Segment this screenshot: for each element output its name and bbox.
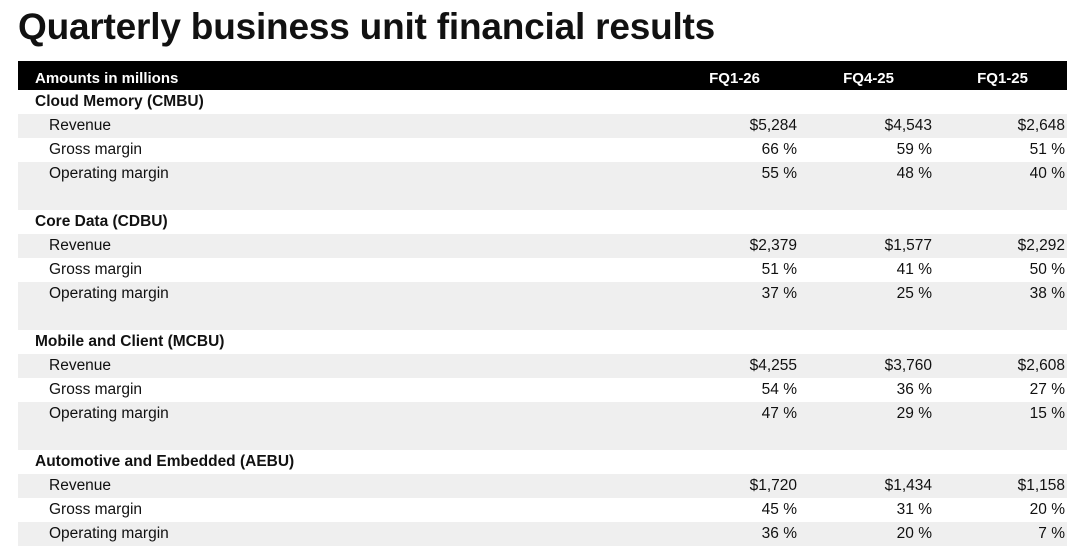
table-header: Amounts in millions FQ1-26 FQ4-25 FQ1-25 bbox=[18, 61, 1067, 90]
metric-value: 50 % bbox=[1029, 261, 1065, 278]
column-header: FQ1-25 bbox=[977, 70, 1028, 87]
metric-value: 45 % bbox=[761, 501, 797, 518]
metric-value: 31 % bbox=[896, 501, 932, 518]
metric-value: 38 % bbox=[1029, 285, 1065, 302]
section-title: Mobile and Client (MCBU) bbox=[35, 333, 225, 350]
metric-value: 47 % bbox=[761, 405, 797, 422]
metric-value: $5,284 bbox=[749, 117, 797, 134]
metric-value: 29 % bbox=[896, 405, 932, 422]
metric-value: $1,434 bbox=[884, 477, 932, 494]
table-row: Revenue $5,284 $4,543 $2,648 bbox=[18, 114, 1067, 138]
metric-value: $4,255 bbox=[749, 357, 797, 374]
table-row: Revenue $4,255 $3,760 $2,608 bbox=[18, 354, 1067, 378]
metric-value: 51 % bbox=[761, 261, 797, 278]
column-header: FQ4-25 bbox=[843, 70, 894, 87]
metric-label: Gross margin bbox=[49, 501, 143, 518]
metric-label: Operating margin bbox=[49, 405, 169, 422]
section-header-row: Cloud Memory (CMBU) bbox=[18, 90, 1067, 114]
metric-label: Operating margin bbox=[49, 525, 169, 542]
metric-label: Revenue bbox=[49, 237, 112, 254]
metric-value: 7 % bbox=[1038, 525, 1065, 542]
table-row: Operating margin 37 % 25 % 38 % bbox=[18, 282, 1067, 306]
metric-value: 37 % bbox=[761, 285, 797, 302]
section-header-row: Automotive and Embedded (AEBU) bbox=[18, 450, 1067, 474]
metric-value: 15 % bbox=[1029, 405, 1065, 422]
metric-label: Revenue bbox=[49, 477, 112, 494]
metric-label: Revenue bbox=[49, 117, 112, 134]
metric-value: $1,158 bbox=[1017, 477, 1065, 494]
metric-value: 54 % bbox=[761, 381, 797, 398]
metric-value: 51 % bbox=[1029, 141, 1065, 158]
metric-value: 36 % bbox=[761, 525, 797, 542]
section-title: Automotive and Embedded (AEBU) bbox=[35, 453, 295, 470]
metric-value: $2,379 bbox=[749, 237, 797, 254]
table-row: Revenue $1,720 $1,434 $1,158 bbox=[18, 474, 1067, 498]
financial-results-table: Amounts in millions FQ1-26 FQ4-25 FQ1-25… bbox=[18, 61, 1067, 546]
section-spacer bbox=[18, 426, 1067, 450]
table-row: Gross margin 45 % 31 % 20 % bbox=[18, 498, 1067, 522]
metric-value: 20 % bbox=[896, 525, 932, 542]
table-row: Operating margin 55 % 48 % 40 % bbox=[18, 162, 1067, 186]
metric-label: Operating margin bbox=[49, 165, 169, 182]
metric-value: $4,543 bbox=[884, 117, 932, 134]
metric-value: 20 % bbox=[1029, 501, 1065, 518]
metric-value: 41 % bbox=[896, 261, 932, 278]
table-row: Gross margin 66 % 59 % 51 % bbox=[18, 138, 1067, 162]
table-row: Operating margin 36 % 20 % 7 % bbox=[18, 522, 1067, 546]
metric-label: Gross margin bbox=[49, 261, 143, 278]
metric-label: Operating margin bbox=[49, 285, 169, 302]
section-spacer bbox=[18, 186, 1067, 210]
metric-value: $1,720 bbox=[749, 477, 797, 494]
section-title: Cloud Memory (CMBU) bbox=[35, 93, 204, 110]
metric-value: $2,608 bbox=[1017, 357, 1065, 374]
metric-value: 59 % bbox=[896, 141, 932, 158]
table-row: Revenue $2,379 $1,577 $2,292 bbox=[18, 234, 1067, 258]
metric-value: 40 % bbox=[1029, 165, 1065, 182]
table-row: Gross margin 51 % 41 % 50 % bbox=[18, 258, 1067, 282]
section-spacer bbox=[18, 306, 1067, 330]
section-header-row: Mobile and Client (MCBU) bbox=[18, 330, 1067, 354]
metric-value: 36 % bbox=[896, 381, 932, 398]
table-row: Gross margin 54 % 36 % 27 % bbox=[18, 378, 1067, 402]
metric-value: $3,760 bbox=[884, 357, 932, 374]
metric-value: 27 % bbox=[1029, 381, 1065, 398]
metric-value: 55 % bbox=[761, 165, 797, 182]
metric-value: 25 % bbox=[896, 285, 932, 302]
metric-label: Gross margin bbox=[49, 141, 143, 158]
metric-value: 48 % bbox=[896, 165, 932, 182]
metric-value: $2,292 bbox=[1017, 237, 1065, 254]
metric-value: $2,648 bbox=[1017, 117, 1065, 134]
page-title: Quarterly business unit financial result… bbox=[18, 6, 716, 47]
header-label: Amounts in millions bbox=[35, 70, 179, 87]
metric-value: 66 % bbox=[761, 141, 797, 158]
column-header: FQ1-26 bbox=[709, 70, 760, 87]
table-body: Cloud Memory (CMBU) Revenue $5,284 $4,543 $2… bbox=[18, 90, 1067, 546]
metric-value: $1,577 bbox=[884, 237, 932, 254]
section-title: Core Data (CDBU) bbox=[35, 213, 168, 230]
section-header-row: Core Data (CDBU) bbox=[18, 210, 1067, 234]
metric-label: Revenue bbox=[49, 357, 112, 374]
table-row: Operating margin 47 % 29 % 15 % bbox=[18, 402, 1067, 426]
metric-label: Gross margin bbox=[49, 381, 143, 398]
